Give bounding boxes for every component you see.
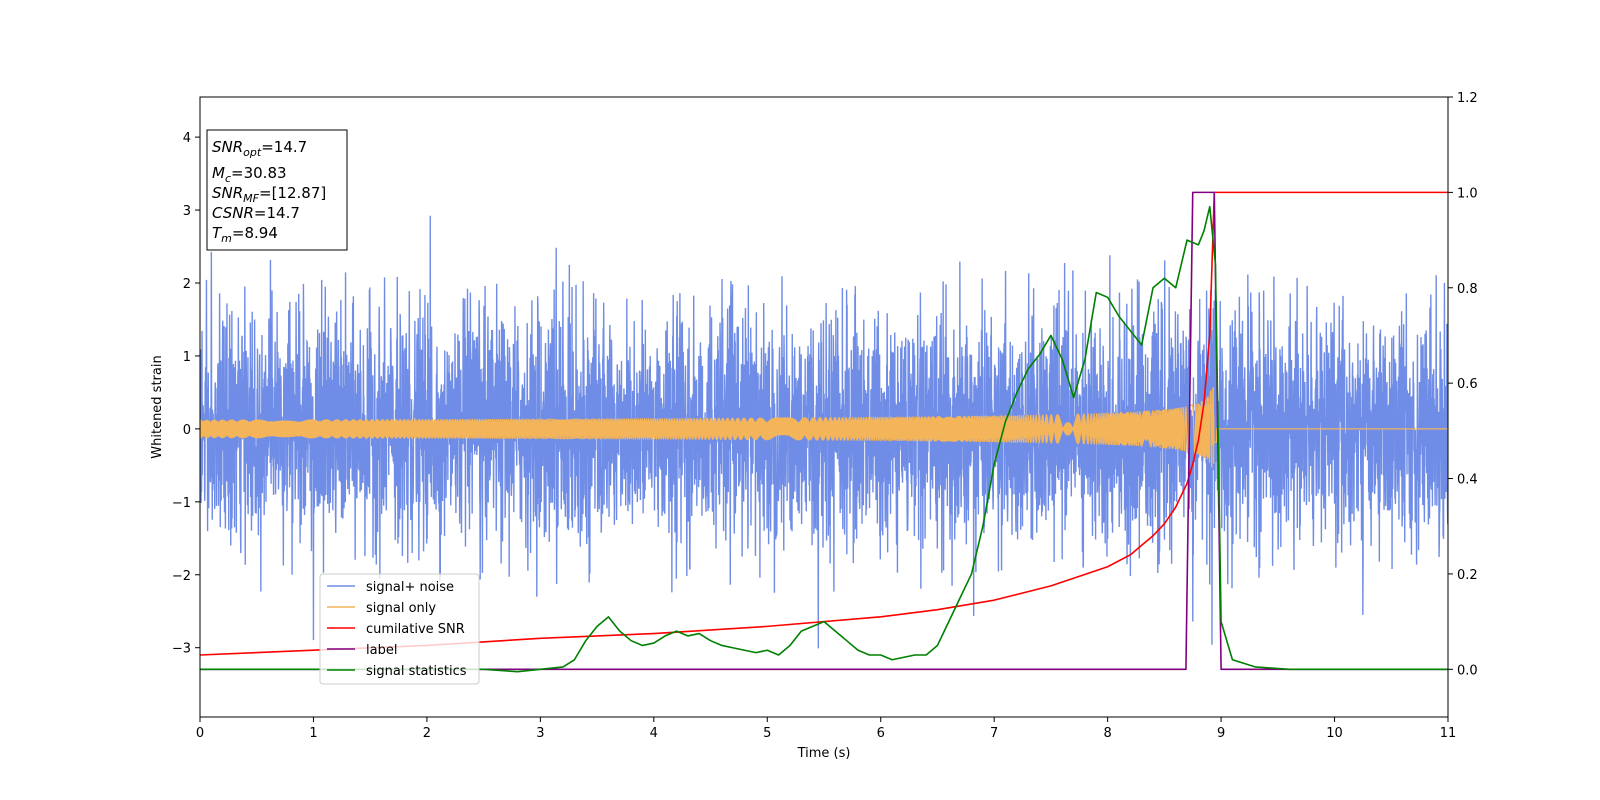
legend-label-cumulative-snr: cumilative SNR <box>366 622 465 637</box>
y2-tick-label: 0.0 <box>1457 663 1478 678</box>
x-tick-label: 2 <box>423 726 431 741</box>
legend-frame <box>319 573 480 685</box>
series-layer <box>200 191 1448 673</box>
info-snr-mf: SNRMF=[12.87] <box>212 184 326 205</box>
y-tick-label: 1 <box>183 350 191 365</box>
legend-label-signal-noise: signal+ noise <box>366 580 454 595</box>
info-csnr: CSNR=14.7 <box>212 204 300 222</box>
series-line-signal-noise <box>200 215 1448 649</box>
x-tick-label: 6 <box>877 726 885 741</box>
series-line-cumulative-snr <box>200 191 1448 656</box>
x-tick-label: 7 <box>990 726 998 741</box>
legend-label-signal-statistics: signal statistics <box>366 664 467 679</box>
x-axis-label: Time (s) <box>797 746 851 761</box>
x-tick-label: 11 <box>1440 726 1457 741</box>
y-tick-label: 4 <box>183 131 191 146</box>
x-tick-label: 8 <box>1103 726 1111 741</box>
y-tick-label: 0 <box>183 423 191 438</box>
legend: signal+ noise signal only cumilative SNR… <box>319 573 480 685</box>
series-line-signal-only <box>200 387 1448 468</box>
info-snr-opt: SNRopt=14.7 <box>212 138 307 159</box>
y-tick-label: 3 <box>183 204 191 219</box>
y-tick-label: −3 <box>172 642 191 657</box>
x-tick-label: 9 <box>1217 726 1225 741</box>
y-tick-label: −2 <box>172 569 191 584</box>
legend-label-signal-only: signal only <box>366 601 436 616</box>
info-box: SNRopt=14.7 Mc=30.83 SNRMF=[12.87] CSNR=… <box>206 129 348 251</box>
y2-tick-label: 0.6 <box>1457 377 1478 392</box>
plot-frame <box>199 96 1449 718</box>
x-tick-label: 10 <box>1326 726 1343 741</box>
x-tick-label: 1 <box>309 726 317 741</box>
y2-tick-label: 1.0 <box>1457 186 1478 201</box>
y2-tick-label: 0.2 <box>1457 568 1478 583</box>
y2-tick-label: 0.8 <box>1457 282 1478 297</box>
y2-tick-label: 0.4 <box>1457 473 1478 488</box>
x-tick-label: 5 <box>763 726 771 741</box>
x-tick-label: 0 <box>196 726 204 741</box>
series-line-signal-statistics <box>200 205 1448 673</box>
info-box-frame <box>206 129 348 251</box>
y-tick-label: 2 <box>183 277 191 292</box>
series-line-label <box>200 191 1448 671</box>
y-axis-label: Whitened strain <box>150 355 165 458</box>
x-axis: 0 1 2 3 4 5 6 7 8 9 10 11 <box>196 717 1456 741</box>
y-axis-left: −3 −2 −1 0 1 2 3 4 <box>172 131 200 657</box>
info-mc: Mc=30.83 <box>212 164 287 185</box>
y-axis-right: 0.0 0.2 0.4 0.6 0.8 1.0 1.2 <box>1448 91 1478 678</box>
legend-label-label: label <box>366 643 397 658</box>
x-tick-label: 3 <box>536 726 544 741</box>
info-tm: Tm=8.94 <box>212 224 278 245</box>
x-tick-label: 4 <box>650 726 658 741</box>
y2-tick-label: 1.2 <box>1457 91 1478 106</box>
y-tick-label: −1 <box>172 496 191 511</box>
